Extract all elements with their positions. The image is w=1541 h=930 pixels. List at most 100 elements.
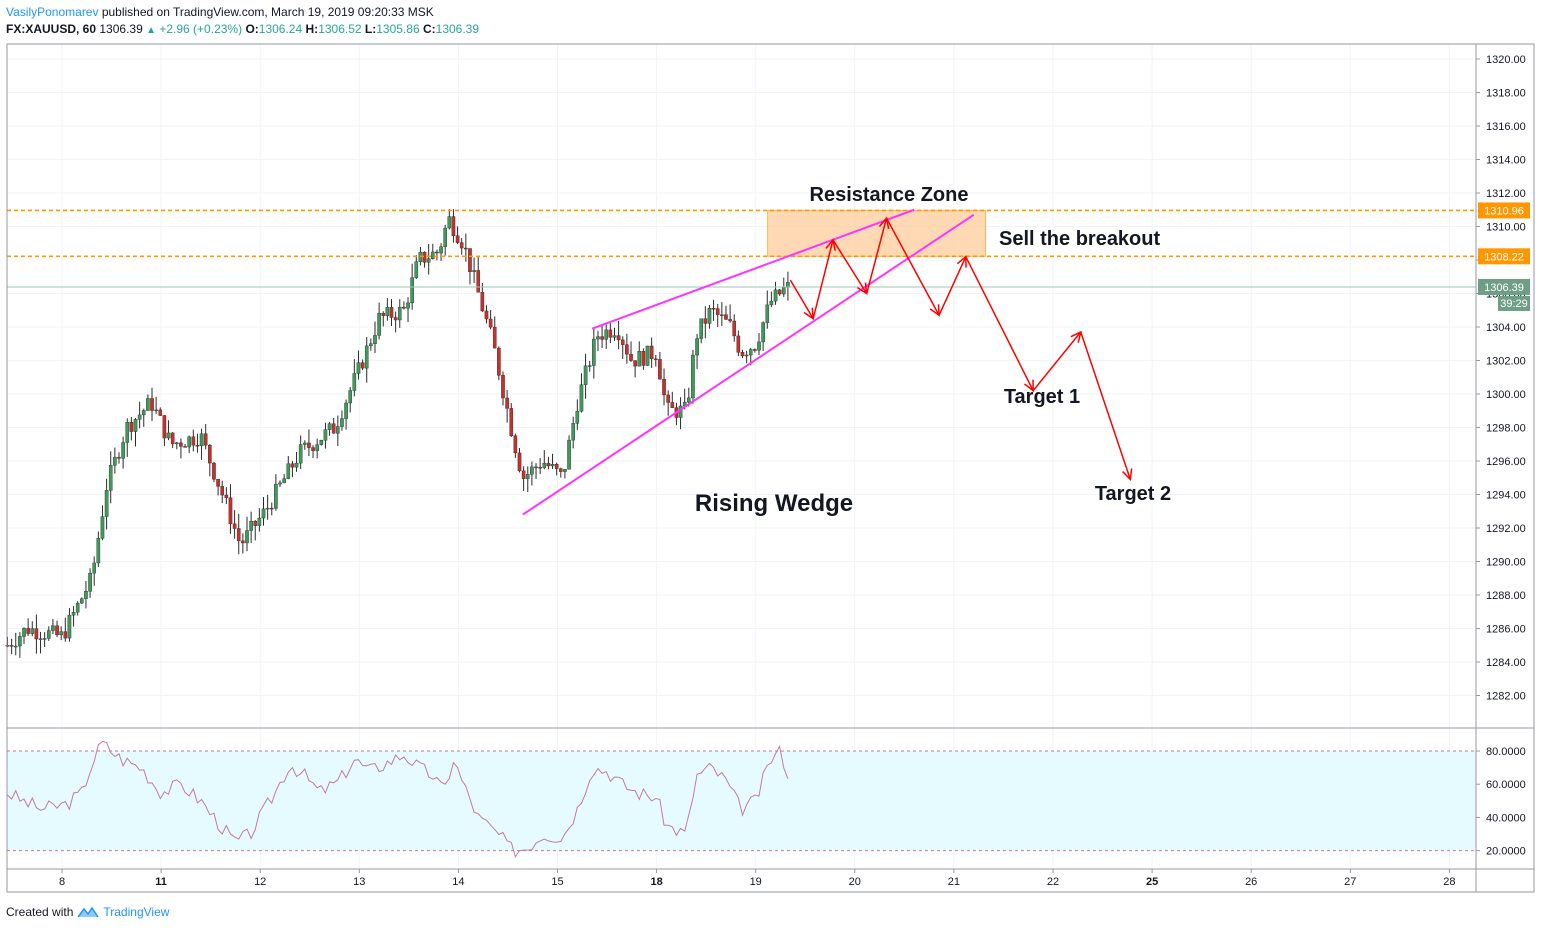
tradingview-link[interactable]: TradingView bbox=[103, 905, 170, 919]
candle-up bbox=[757, 341, 761, 351]
candle-down bbox=[625, 344, 629, 355]
candle-up bbox=[100, 516, 105, 539]
y-tick-label: 1282.00 bbox=[1486, 691, 1526, 703]
up-triangle-icon: ▲ bbox=[146, 25, 157, 36]
candle-up bbox=[261, 508, 266, 519]
candle-up bbox=[154, 409, 158, 412]
candle-down bbox=[435, 251, 439, 254]
y-tick-label: 1304.00 bbox=[1486, 322, 1526, 334]
candle-up bbox=[373, 335, 377, 344]
projection-segment bbox=[938, 256, 967, 316]
candle-down bbox=[360, 362, 365, 369]
price-axis[interactable]: 1282.00 1284.00 1286.00 1288.00 1290.00 1292.… bbox=[1476, 54, 1530, 858]
candle-down bbox=[497, 347, 501, 376]
candle-down bbox=[658, 359, 662, 380]
candle-up bbox=[678, 405, 683, 418]
x-tick-label: 8 bbox=[59, 876, 65, 888]
candle-down bbox=[517, 452, 522, 472]
candle-down bbox=[216, 479, 220, 487]
candle-down bbox=[711, 308, 716, 310]
candle-down bbox=[402, 306, 406, 309]
candle-up bbox=[274, 483, 278, 509]
candle-up bbox=[687, 397, 691, 403]
candle-down bbox=[191, 436, 196, 446]
candle-down bbox=[183, 446, 187, 448]
candle-down bbox=[513, 435, 518, 454]
candle-down bbox=[629, 353, 633, 361]
resistance-price-tag bbox=[1478, 248, 1530, 265]
rsi-band-fill bbox=[7, 751, 1476, 851]
candle-up bbox=[530, 466, 534, 475]
candle-up bbox=[18, 636, 22, 647]
candle-down bbox=[220, 486, 225, 496]
y-tick-label: 1300.00 bbox=[1486, 389, 1526, 401]
low-label: L: bbox=[364, 22, 377, 36]
candle-down bbox=[753, 349, 757, 351]
candle-down bbox=[26, 628, 30, 634]
candle-down bbox=[55, 625, 59, 636]
close-label: C: bbox=[422, 22, 436, 36]
candle-down bbox=[241, 540, 245, 544]
resistance-price-label: 1308.22 bbox=[1484, 251, 1524, 263]
candle-down bbox=[534, 466, 538, 469]
y-tick-label: 1320.00 bbox=[1486, 54, 1526, 66]
candle-up bbox=[377, 313, 381, 336]
candle-up bbox=[336, 426, 340, 434]
wedge-line bbox=[591, 208, 915, 330]
x-tick-label: 20 bbox=[849, 876, 861, 888]
candle-down bbox=[501, 375, 505, 399]
chart-area[interactable]: 1282.00 1284.00 1286.00 1288.00 1290.00 1292.… bbox=[0, 0, 1541, 900]
resistance-lines bbox=[7, 209, 1476, 288]
resistance-price-tag bbox=[1478, 202, 1530, 219]
target-2-label: Target 2 bbox=[1095, 483, 1171, 505]
rsi-band bbox=[7, 750, 1476, 852]
candle-up bbox=[550, 464, 555, 467]
x-tick-label: 19 bbox=[750, 876, 762, 888]
candle-down bbox=[736, 335, 741, 353]
x-tick-label: 22 bbox=[1047, 876, 1059, 888]
last-price-value: 1306.39 bbox=[99, 22, 143, 36]
candle-up bbox=[472, 270, 476, 272]
candle-up bbox=[691, 354, 695, 399]
candle-up bbox=[695, 338, 699, 356]
candle-down bbox=[34, 628, 39, 640]
candle-up bbox=[410, 277, 414, 304]
grid bbox=[7, 44, 1476, 869]
time-axis[interactable]: 8 11 12 13 14 15 18 19 20 21 22 25 26 27 28 bbox=[59, 869, 1456, 888]
candle-down bbox=[331, 423, 336, 434]
x-tick-label: 27 bbox=[1344, 876, 1356, 888]
candle-down bbox=[212, 462, 216, 480]
candle-up bbox=[579, 384, 584, 412]
candle-up bbox=[344, 402, 348, 419]
open-value: 1306.24 bbox=[258, 22, 303, 36]
candle-up bbox=[108, 465, 113, 491]
candle-up bbox=[748, 349, 753, 356]
candle-up bbox=[199, 433, 204, 447]
footer: Created with TradingView bbox=[6, 905, 169, 919]
projection-segment bbox=[885, 217, 940, 316]
candle-up bbox=[245, 530, 249, 544]
low-value: 1305.86 bbox=[376, 22, 420, 36]
high-value: 1306.52 bbox=[318, 22, 362, 36]
author-link[interactable]: VasilyPonomarev bbox=[6, 5, 99, 19]
candle-up bbox=[51, 625, 55, 631]
candle-up bbox=[104, 490, 109, 517]
candle-down bbox=[253, 521, 258, 526]
candle-down bbox=[538, 467, 542, 469]
candle-up bbox=[42, 638, 47, 640]
projection-path bbox=[789, 216, 1133, 482]
created-with-text: Created with bbox=[6, 905, 74, 919]
candle-down bbox=[724, 314, 728, 320]
candle-up bbox=[612, 335, 617, 338]
candles bbox=[5, 209, 790, 658]
x-tick-label: 12 bbox=[254, 876, 266, 888]
candle-up bbox=[525, 474, 530, 479]
candle-up bbox=[430, 251, 435, 259]
projection-segment bbox=[865, 217, 888, 294]
close-value: 1306.39 bbox=[435, 22, 480, 36]
candle-down bbox=[662, 378, 666, 396]
last-price-tag bbox=[1478, 278, 1530, 295]
candle-up bbox=[761, 322, 765, 343]
y-tick-label: 1284.00 bbox=[1486, 657, 1526, 669]
candle-up bbox=[80, 598, 84, 604]
